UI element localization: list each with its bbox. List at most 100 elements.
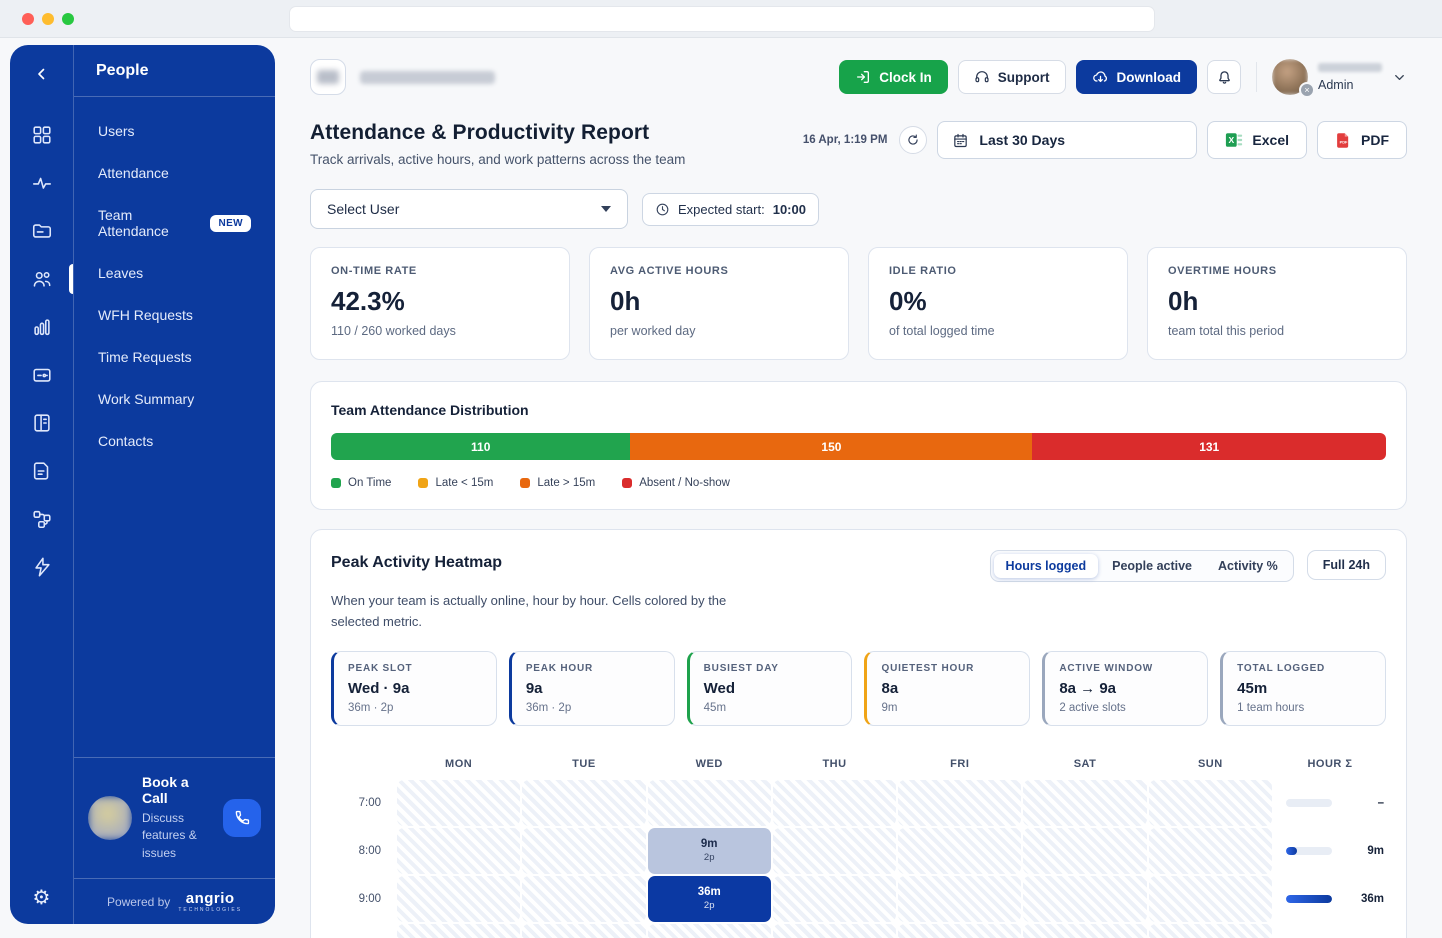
export-excel-button[interactable]: X Excel	[1207, 121, 1307, 159]
document-icon	[31, 460, 53, 482]
heatmap-cell-empty	[522, 827, 646, 874]
heatmap-grid: MON TUE WED THU FRI SAT SUN HOUR Σ 7:00–8:00 9m 2p…	[331, 750, 1386, 938]
automation-icon	[31, 556, 53, 578]
heatmap-cell-empty	[898, 923, 1022, 938]
rail-item-files[interactable]	[10, 207, 73, 255]
user-role: Admin	[1318, 77, 1354, 92]
legend-label: Late < 15m	[435, 477, 494, 489]
last-updated-timestamp: 16 Apr, 1:19 PM	[802, 134, 888, 146]
sidebar-item-team-attendance[interactable]: Team Attendance NEW	[86, 197, 263, 249]
sidebar-item-work-summary[interactable]: Work Summary	[86, 381, 263, 417]
sidebar-item-label: Work Summary	[98, 391, 195, 407]
sidebar-item-contacts[interactable]: Contacts	[86, 423, 263, 459]
avatar-status-icon: ×	[1299, 82, 1315, 98]
tab-activity-percent[interactable]: Activity %	[1218, 559, 1278, 573]
legend-dot	[520, 478, 531, 488]
summary-card-sub: 36m · 2p	[525, 701, 572, 714]
user-menu[interactable]: × Admin	[1272, 59, 1407, 98]
book-a-call-card[interactable]: Book a Call Discuss features & issues	[74, 756, 275, 878]
heatmap-summary-card: QUIETEST HOUR 8a 9m	[864, 650, 1031, 726]
legend-label: On Time	[348, 477, 392, 489]
heatmap-summary-cards: PEAK SLOT Wed · 9a 36m · 2p PEAK HOUR 9a 36m …	[331, 650, 1386, 726]
rail-item-payroll[interactable]	[10, 351, 73, 399]
rail-item-documents[interactable]	[10, 447, 73, 495]
collapse-sidebar-button[interactable]	[27, 59, 57, 89]
rail-item-ledger[interactable]	[10, 399, 73, 447]
rail-item-people[interactable]	[10, 255, 73, 303]
sidebar-item-time-requests[interactable]: Time Requests	[86, 339, 263, 375]
sum-progress-fill	[1285, 894, 1332, 903]
expected-start-chip[interactable]: Expected start: 10:00	[642, 192, 819, 226]
close-window-icon[interactable]	[22, 12, 34, 25]
sidebar-item-leaves[interactable]: Leaves	[86, 255, 263, 291]
stat-value: 0h	[610, 286, 641, 316]
heatmap-cell-empty	[898, 875, 1022, 922]
back-chevron-icon	[33, 65, 51, 83]
excel-icon: X	[1225, 131, 1243, 149]
summary-card-sub: 2 active slots	[1059, 701, 1126, 714]
address-bar[interactable]	[290, 7, 1154, 31]
stat-value: 0%	[889, 286, 927, 316]
chevron-down-icon	[1392, 70, 1407, 85]
rail-item-reports[interactable]	[10, 303, 73, 351]
heatmap-cell-empty	[1148, 923, 1272, 938]
minimize-window-icon[interactable]	[42, 12, 54, 25]
summary-card-sub: 1 team hours	[1237, 701, 1305, 714]
sum-value: 36m	[1360, 892, 1384, 905]
notifications-button[interactable]	[1207, 60, 1241, 94]
download-button[interactable]: Download	[1075, 60, 1197, 94]
heatmap-day-header: SAT	[1073, 757, 1097, 770]
refresh-button[interactable]	[899, 126, 928, 154]
export-pdf-button[interactable]: PDF PDF	[1317, 121, 1407, 159]
stat-card: ON-TIME RATE 42.3% 110 / 260 worked days	[310, 247, 570, 360]
sidebar-item-wfh-requests[interactable]: WFH Requests	[86, 297, 263, 333]
refresh-icon	[906, 133, 920, 147]
company-logo[interactable]	[310, 59, 346, 95]
filters-row: Select User Expected start: 10:00	[310, 189, 1407, 229]
summary-card-sub: 45m	[703, 701, 727, 714]
rail-item-automation[interactable]	[10, 543, 73, 591]
cell-people: 2p	[703, 899, 715, 911]
heatmap-cell[interactable]: 36m 2p	[647, 875, 771, 922]
distribution-title: Team Attendance Distribution	[331, 402, 529, 418]
attendance-distribution-card: Team Attendance Distribution 110 150 131 O…	[310, 381, 1407, 510]
rail-item-dashboard[interactable]	[10, 111, 73, 159]
date-range-select[interactable]: Last 30 Days	[937, 121, 1198, 159]
tab-people-active[interactable]: People active	[1112, 559, 1193, 573]
powered-by-label: Powered by	[106, 894, 171, 909]
bell-icon	[1216, 69, 1233, 86]
summary-card-value: 8a	[881, 679, 899, 697]
pdf-icon: PDF	[1335, 132, 1352, 149]
rail-item-activity[interactable]	[10, 159, 73, 207]
cloud-download-icon	[1092, 69, 1109, 86]
summary-card-value: 45m	[1237, 679, 1268, 697]
page-title: Attendance & Productivity Report	[310, 121, 650, 144]
clock-in-button[interactable]: Clock In	[839, 60, 948, 94]
tab-hours-logged[interactable]: Hours logged	[993, 554, 1099, 578]
sidebar-section-title: People	[74, 45, 275, 97]
book-call-avatar	[88, 795, 132, 840]
summary-card-label: ACTIVE WINDOW	[1059, 662, 1154, 674]
sidebar-item-attendance[interactable]: Attendance	[86, 155, 263, 191]
settings-gear-icon[interactable]: ⚙	[32, 887, 51, 909]
full-24h-button[interactable]: Full 24h	[1306, 550, 1386, 580]
heatmap-cell-empty	[647, 923, 771, 938]
rail-item-integrations[interactable]	[10, 495, 73, 543]
phone-icon	[233, 809, 251, 827]
heatmap-cell[interactable]: 9m 2p	[647, 827, 771, 874]
phone-call-button[interactable]	[223, 798, 261, 837]
support-button[interactable]: Support	[957, 60, 1066, 94]
summary-card-value: 8a → 9a	[1059, 679, 1117, 697]
sidebar-item-users[interactable]: Users	[86, 113, 263, 149]
maximize-window-icon[interactable]	[62, 12, 74, 25]
heatmap-cell-empty	[898, 827, 1022, 874]
topbar-divider	[1256, 62, 1257, 92]
sidebar-item-label: Attendance	[98, 165, 169, 181]
heatmap-cell-empty	[772, 875, 897, 922]
stat-card: AVG ACTIVE HOURS 0h per worked day	[589, 247, 849, 360]
heatmap-day-header: TUE	[572, 757, 596, 770]
select-user-dropdown[interactable]: Select User	[310, 189, 628, 229]
heatmap-summary-card: BUSIEST DAY Wed 45m	[686, 650, 853, 726]
company-name-redacted	[360, 70, 495, 84]
summary-card-label: TOTAL LOGGED	[1237, 662, 1326, 674]
